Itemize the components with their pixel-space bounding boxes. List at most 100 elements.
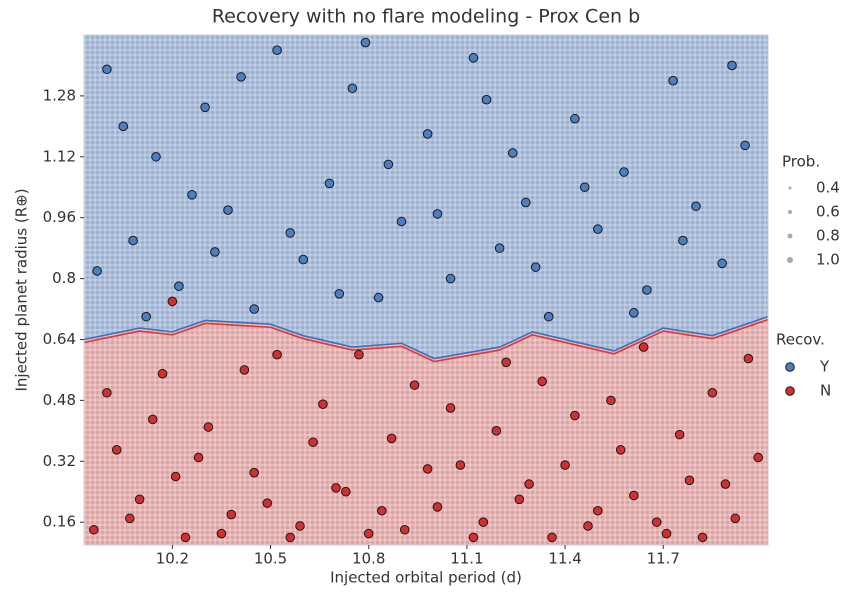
data-point xyxy=(360,37,371,48)
data-point xyxy=(707,387,718,398)
region-texture xyxy=(84,35,768,545)
data-point xyxy=(651,517,662,527)
data-point xyxy=(684,475,695,486)
data-point xyxy=(629,308,639,318)
plot-frame xyxy=(83,34,769,546)
size-legend-marker xyxy=(787,257,793,263)
data-point xyxy=(262,498,273,508)
data-point xyxy=(249,467,259,478)
data-point xyxy=(579,182,590,193)
x-tick-label: 10.2 xyxy=(156,550,189,568)
data-point xyxy=(128,235,138,246)
data-point xyxy=(383,159,394,170)
data-point xyxy=(347,83,358,94)
data-point xyxy=(157,368,168,379)
data-point xyxy=(514,494,525,505)
data-point xyxy=(593,224,603,234)
data-point xyxy=(524,479,534,489)
data-point xyxy=(272,45,282,56)
data-point xyxy=(661,528,672,539)
size-legend-marker xyxy=(788,210,792,214)
data-point xyxy=(239,365,250,375)
data-point xyxy=(295,521,305,531)
data-point xyxy=(102,387,112,398)
data-point xyxy=(298,254,309,265)
data-point xyxy=(216,528,227,539)
data-point xyxy=(753,452,763,463)
x-axis-label: Injected orbital period (d) xyxy=(330,569,522,587)
data-point xyxy=(174,281,184,291)
data-point xyxy=(118,121,129,132)
data-point xyxy=(363,528,374,539)
y-tick-label: 0.8 xyxy=(52,269,76,287)
data-point xyxy=(501,357,511,368)
chart-title: Recovery with no flare modeling - Prox C… xyxy=(212,6,640,28)
data-point xyxy=(481,94,492,105)
x-tick-label: 11.1 xyxy=(450,550,483,568)
data-point xyxy=(125,513,135,524)
data-point xyxy=(445,403,456,413)
size-legend-marker xyxy=(787,233,793,239)
legend-marker xyxy=(785,386,795,396)
data-point xyxy=(619,167,629,177)
legend-marker xyxy=(785,362,795,372)
x-tick-label: 11.7 xyxy=(647,550,680,568)
data-point xyxy=(668,75,678,86)
legend-label: Y xyxy=(819,358,830,376)
y-tick-label: 0.48 xyxy=(43,391,76,409)
y-axis-label: Injected planet radius (R⊕) xyxy=(13,188,31,391)
data-point xyxy=(615,445,626,455)
data-point xyxy=(629,490,639,501)
size-legend-label: 0.8 xyxy=(816,227,840,245)
data-point xyxy=(468,532,479,543)
data-point xyxy=(537,376,547,387)
data-point xyxy=(743,353,754,364)
data-point xyxy=(285,228,295,238)
x-tick-label: 10.8 xyxy=(352,550,385,568)
data-point xyxy=(102,64,112,75)
data-point xyxy=(334,289,345,299)
data-point xyxy=(272,349,282,360)
data-point xyxy=(134,494,145,505)
data-point xyxy=(386,433,397,444)
data-point xyxy=(478,517,489,527)
y-tick-label: 0.96 xyxy=(43,208,76,226)
data-point xyxy=(691,201,701,212)
data-point xyxy=(530,262,541,272)
data-point xyxy=(308,437,318,448)
data-point xyxy=(200,102,210,113)
data-point xyxy=(180,532,191,543)
data-point xyxy=(740,140,750,151)
data-point xyxy=(354,349,364,360)
data-point xyxy=(285,532,295,543)
data-point xyxy=(727,60,737,71)
data-point xyxy=(226,509,237,520)
data-point xyxy=(399,524,410,535)
boundary-line xyxy=(83,315,769,360)
size-legend-label: 0.6 xyxy=(816,203,840,221)
data-point xyxy=(507,148,518,158)
data-point xyxy=(92,266,102,276)
size-legend-marker xyxy=(788,186,792,190)
data-point xyxy=(547,532,557,543)
data-point xyxy=(170,471,181,482)
y-tick-label: 0.32 xyxy=(43,452,76,470)
data-point xyxy=(167,296,178,307)
data-point xyxy=(638,342,649,352)
size-legend-label: 1.0 xyxy=(816,251,840,269)
data-point xyxy=(593,505,603,516)
data-point xyxy=(373,292,384,303)
data-point xyxy=(236,72,246,82)
data-point xyxy=(422,464,433,474)
y-tick-label: 1.12 xyxy=(43,147,76,165)
x-tick-label: 11.4 xyxy=(548,550,581,568)
size-legend-title: Prob. xyxy=(782,153,820,171)
size-legend-label: 0.4 xyxy=(816,179,840,197)
data-point xyxy=(642,285,652,295)
y-tick-label: 1.28 xyxy=(43,86,76,104)
data-point xyxy=(187,190,197,200)
data-point xyxy=(318,399,328,409)
x-tick-label: 10.5 xyxy=(254,550,287,568)
